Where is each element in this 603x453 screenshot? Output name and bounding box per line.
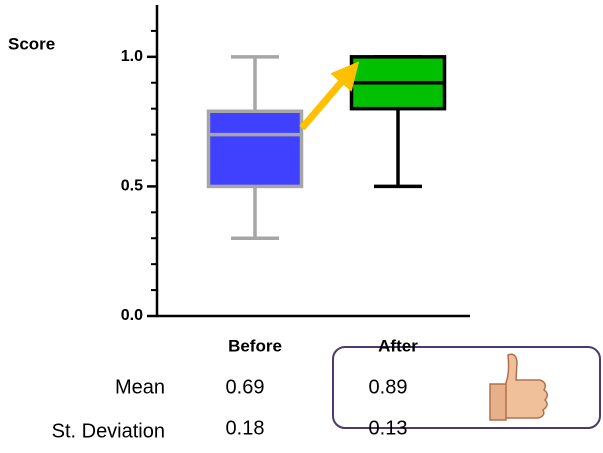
y-tick-label: 1.0 (121, 48, 143, 65)
y-tick-label: 0.5 (121, 178, 143, 195)
row-value: 0.89 (369, 376, 408, 398)
row-value: 0.69 (226, 376, 265, 398)
x-tick-label: Before (228, 336, 282, 355)
row-label: Mean (115, 376, 165, 398)
y-tick-label: 0.0 (121, 307, 143, 324)
arrow (302, 72, 350, 128)
x-tick-label: After (378, 336, 418, 355)
row-value: 0.18 (226, 417, 265, 439)
chart: Score 0.0 0.5 1.0 Before After Mean 0.69 0.89 St… (0, 0, 603, 448)
page: {"chart_data": {"type": "box", "y_label"… (0, 0, 603, 453)
row-label: St. Deviation (52, 420, 165, 442)
box (209, 111, 302, 186)
thumbs-up-icon (490, 354, 547, 420)
y-axis-label: Score (8, 34, 55, 53)
row-value: 0.13 (369, 417, 408, 439)
